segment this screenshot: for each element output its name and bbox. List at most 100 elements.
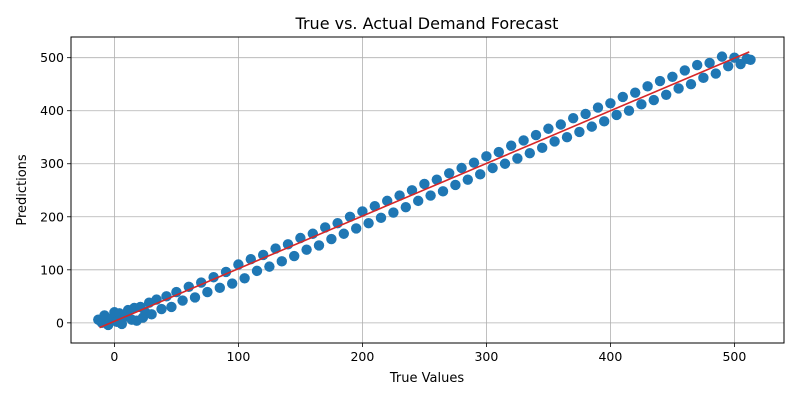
x-axis-ticks: 0 100 200 300 400 500 <box>110 343 746 364</box>
data-point <box>413 195 424 207</box>
y-tick-label: 500 <box>40 50 64 65</box>
data-point <box>227 278 238 289</box>
data-point <box>543 123 554 134</box>
data-point <box>667 71 678 82</box>
data-point <box>679 65 690 76</box>
data-point <box>388 207 399 218</box>
data-point <box>394 190 405 201</box>
data-point <box>654 75 666 87</box>
data-point <box>456 162 467 174</box>
data-point <box>499 158 511 169</box>
data-point <box>338 228 349 239</box>
data-point <box>605 98 616 109</box>
data-point <box>745 54 756 66</box>
y-tick-label: 0 <box>56 315 64 330</box>
data-point <box>156 303 167 315</box>
y-axis-label: Predictions <box>15 154 30 226</box>
data-point <box>487 162 498 174</box>
data-point <box>462 174 473 185</box>
data-point <box>239 273 250 284</box>
y-tick-label: 100 <box>40 262 64 277</box>
data-point <box>617 91 628 103</box>
data-point <box>704 57 715 69</box>
data-point <box>524 147 535 159</box>
x-axis-label: True Values <box>389 371 464 386</box>
data-point <box>369 200 380 212</box>
fit-line-series <box>99 51 750 329</box>
data-point <box>264 261 275 272</box>
chart-title: True vs. Actual Demand Forecast <box>295 14 559 33</box>
data-point <box>419 178 430 190</box>
data-point <box>481 151 492 162</box>
data-point <box>561 132 573 143</box>
data-point <box>698 72 709 84</box>
data-point <box>512 153 523 164</box>
data-point <box>406 185 418 196</box>
x-tick-label: 0 <box>110 349 118 364</box>
data-point <box>630 87 641 98</box>
data-point <box>301 244 312 255</box>
x-tick-label: 400 <box>598 349 622 364</box>
data-point <box>506 140 517 151</box>
x-tick-label: 300 <box>474 349 498 364</box>
data-point <box>313 240 325 251</box>
data-point <box>549 136 560 147</box>
data-point <box>189 292 201 303</box>
data-point <box>146 309 157 320</box>
y-tick-label: 400 <box>40 103 64 118</box>
data-point <box>431 174 442 185</box>
data-point <box>555 119 566 130</box>
data-point <box>580 108 591 120</box>
data-point <box>177 295 188 306</box>
data-point <box>586 121 597 132</box>
data-point <box>437 186 449 197</box>
data-point <box>636 99 647 110</box>
data-point <box>251 265 263 277</box>
data-point <box>710 68 721 79</box>
data-point <box>493 146 504 158</box>
data-point <box>530 129 542 141</box>
data-point <box>623 105 635 116</box>
data-point <box>537 142 548 154</box>
y-tick-label: 200 <box>40 209 64 224</box>
data-point <box>723 60 734 72</box>
y-tick-label: 300 <box>40 156 64 171</box>
x-tick-label: 100 <box>226 349 250 364</box>
data-point <box>444 168 455 179</box>
data-point <box>166 301 177 313</box>
data-point <box>351 223 362 234</box>
x-tick-label: 500 <box>722 349 746 364</box>
data-point <box>400 202 411 213</box>
data-point <box>276 256 287 267</box>
data-point <box>468 157 480 168</box>
data-point <box>214 282 225 294</box>
data-point <box>599 116 610 127</box>
plot-frame <box>70 36 785 344</box>
data-point <box>642 81 653 92</box>
data-point <box>568 112 579 124</box>
data-point <box>592 102 604 113</box>
data-point <box>425 190 436 201</box>
ideal-fit-line <box>99 51 750 329</box>
data-point <box>375 212 387 224</box>
data-point <box>716 51 728 62</box>
data-point <box>289 250 300 262</box>
y-axis-ticks: 0 100 200 300 400 500 <box>40 50 71 330</box>
data-point <box>661 89 672 101</box>
grid <box>71 37 784 343</box>
data-point <box>326 233 337 245</box>
data-point <box>692 59 703 71</box>
data-point <box>648 94 659 106</box>
data-point <box>475 169 486 180</box>
data-point <box>574 126 585 138</box>
x-tick-label: 200 <box>350 349 374 364</box>
data-point <box>518 135 529 146</box>
data-point <box>382 195 393 207</box>
data-point <box>202 286 213 298</box>
data-point <box>673 83 684 94</box>
data-point <box>685 78 697 90</box>
data-point <box>450 179 461 191</box>
data-point <box>363 217 374 229</box>
data-point <box>611 109 622 121</box>
